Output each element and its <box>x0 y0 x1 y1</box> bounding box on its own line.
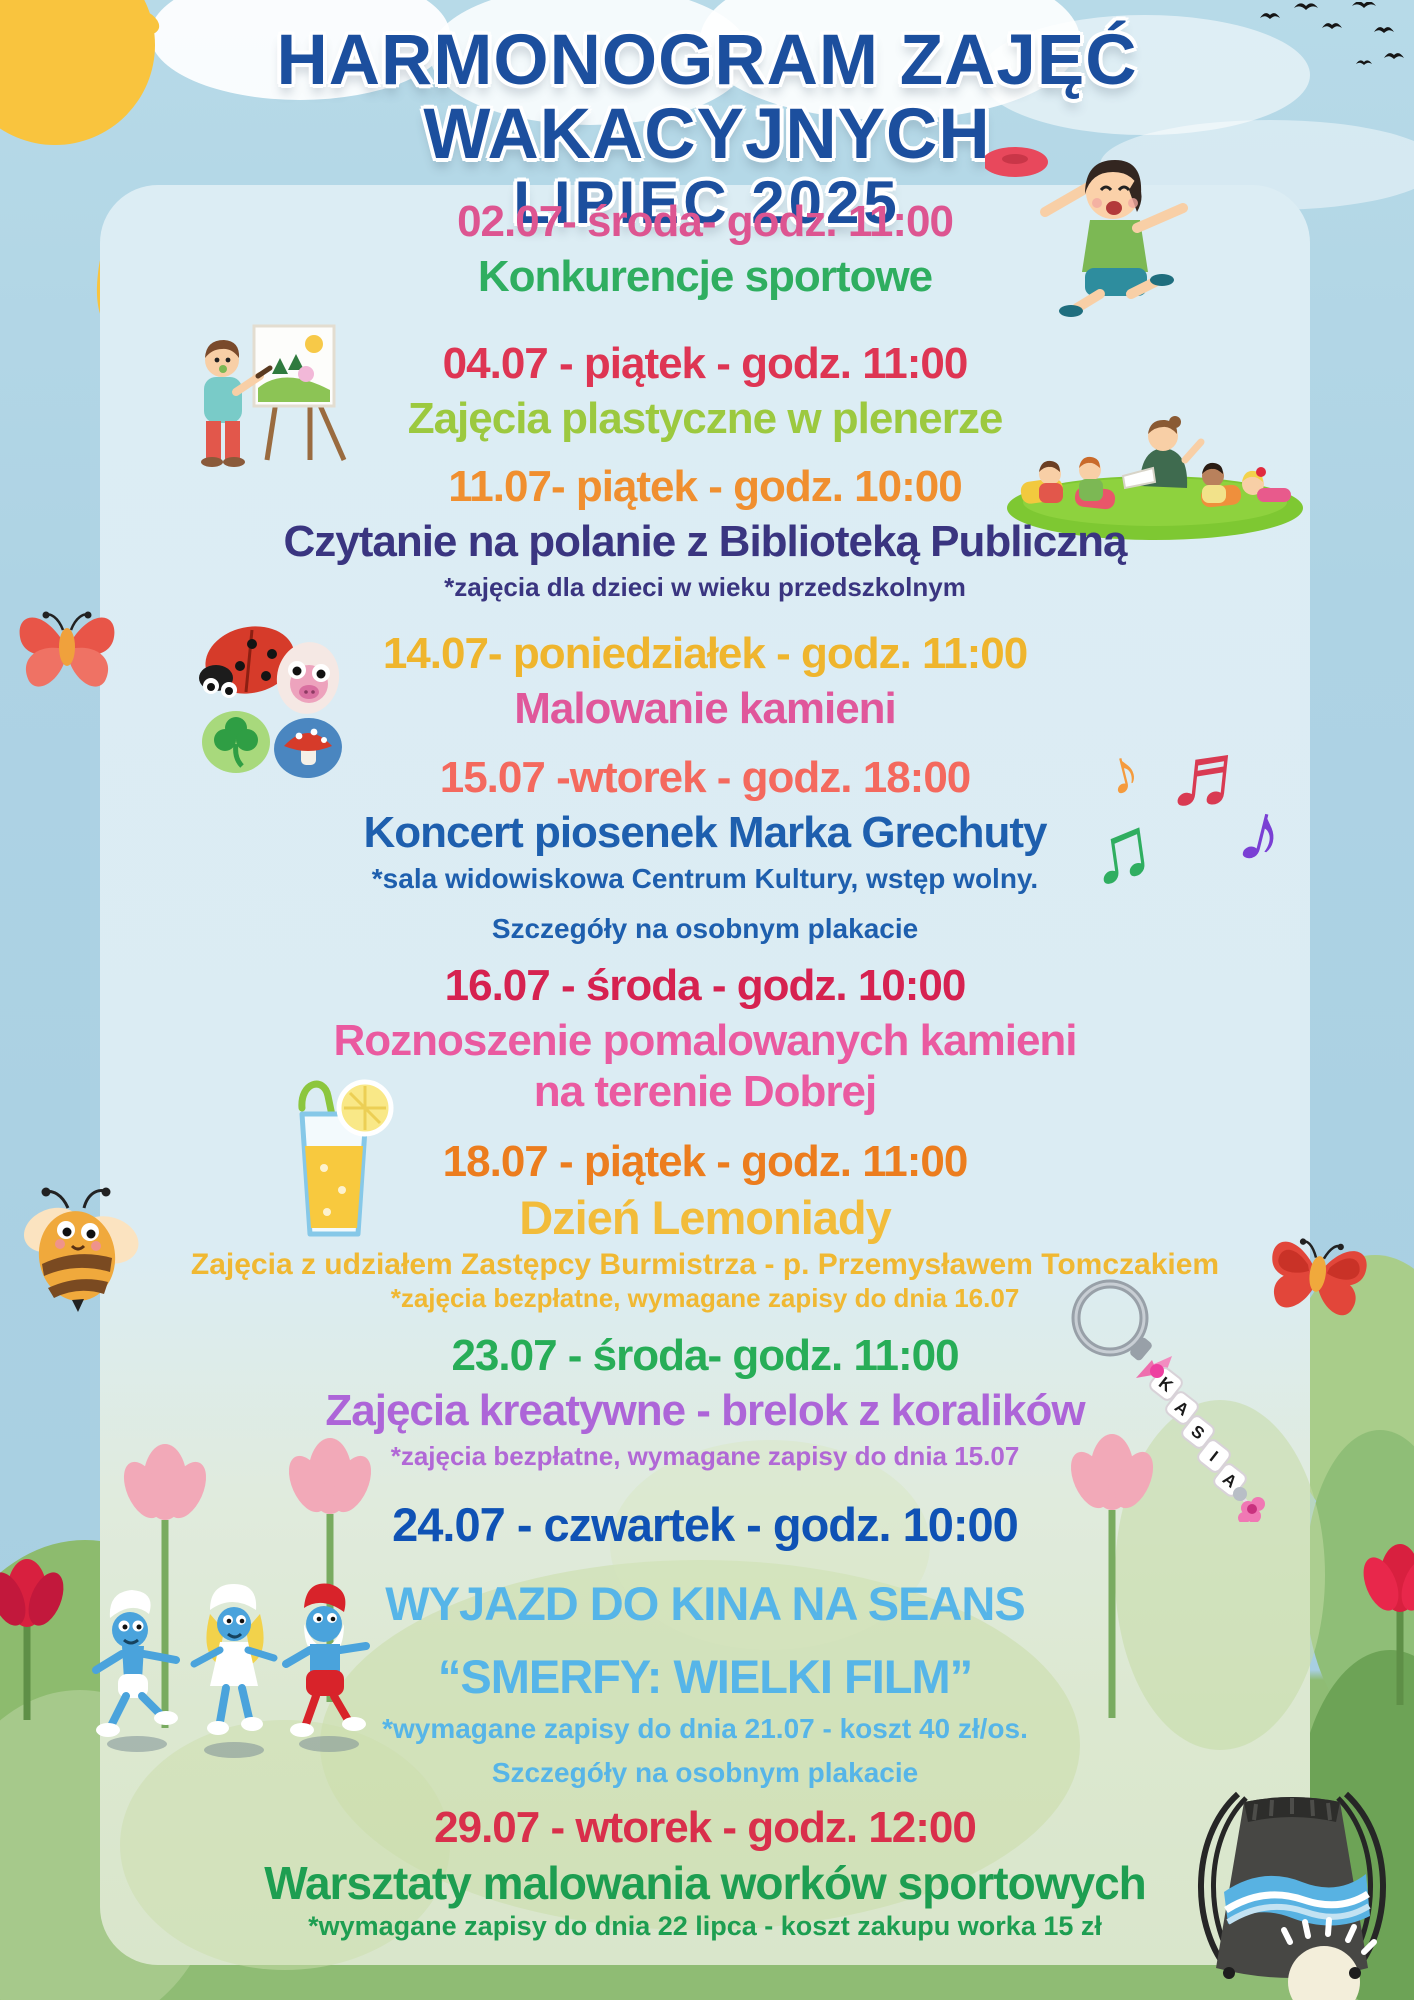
keychain-flower-bead <box>1238 1497 1265 1522</box>
event-title: Zajęcia kreatywne - brelok z koralików <box>325 1385 1085 1435</box>
cloud-icon <box>150 0 450 100</box>
event-title: Dzień Lemoniady <box>519 1190 892 1244</box>
butterfly-icon <box>19 611 115 687</box>
title-line-2: LIPIEC 2025 <box>513 168 901 236</box>
event-note: *wymagane zapisy do dnia 21.07 - koszt 4… <box>382 1713 1028 1745</box>
event-2307: 23.07 - środa- godz. 11:00 Zajęcia kreat… <box>110 1332 1300 1470</box>
event-2907: 29.07 - wtorek - godz. 12:00 Warsztaty m… <box>110 1804 1300 1941</box>
boy-painting-illustration <box>201 324 347 467</box>
event-title-line2: “SMERFY: WIELKI FILM” <box>437 1649 973 1703</box>
kids-reading-illustration <box>1007 416 1303 540</box>
event-date: 14.07- poniedziałek - godz. 11:00 <box>382 629 1028 678</box>
bush-tint <box>610 1440 930 1650</box>
event-date: 24.07 - czwartek - godz. 10:00 <box>392 1498 1019 1551</box>
event-note: *sala widowiskowa Centrum Kultury, wstęp… <box>371 863 1039 895</box>
event-title-line2: na terenie Dobrej <box>533 1067 877 1117</box>
red-tulip-icon <box>1363 1544 1414 1705</box>
keychain-kasia-illustration: K A S I A <box>1071 1279 1265 1522</box>
event-note: *zajęcia dla dzieci w wieku przedszkolny… <box>444 572 966 603</box>
page-title: HARMONOGRAM ZAJĘĆ WAKACYJNYCH LIPIEC 202… <box>0 24 1414 234</box>
event-date: 23.07 - środa- godz. 11:00 <box>451 1331 959 1380</box>
birds-icon <box>1260 2 1404 65</box>
event-2407: 24.07 - czwartek - godz. 10:00 WYJAZD DO… <box>110 1498 1300 1789</box>
event-1607: 16.07 - środa - godz. 10:00 Roznoszenie … <box>110 962 1300 1116</box>
event-note: *wymagane zapisy do dnia 22 lipca - kosz… <box>308 1911 1102 1942</box>
event-title: Warsztaty malowania worków sportowych <box>264 1856 1147 1909</box>
title-line-1: HARMONOGRAM ZAJĘĆ WAKACYJNYCH <box>276 21 1138 174</box>
red-tulip-icon <box>0 1559 64 1720</box>
event-0407: 04.07 - piątek - godz. 11:00 Zajęcia pla… <box>110 340 1300 442</box>
event-date: 16.07 - środa - godz. 10:00 <box>444 961 967 1010</box>
event-title: Konkurencje sportowe <box>477 251 933 301</box>
event-title: WYJAZD DO KINA NA SEANS <box>385 1576 1025 1630</box>
bush-tint <box>120 1720 450 1970</box>
girl-frisbee-illustration <box>985 147 1188 317</box>
event-1507: 15.07 -wtorek - godz. 18:00 Koncert pios… <box>110 754 1300 945</box>
event-title: Czytanie na polanie z Biblioteką Publicz… <box>283 516 1127 566</box>
event-title: Zajęcia plastyczne w plenerze <box>407 393 1004 443</box>
event-date: 02.07- środa- godz. 11:00 <box>457 197 954 246</box>
event-date: 18.07 - piątek - godz. 11:00 <box>442 1137 969 1186</box>
sports-bag-illustration <box>1198 1791 1386 2000</box>
pink-tulip-icon <box>123 1444 207 1728</box>
lemonade-glass-illustration <box>298 1079 394 1237</box>
painted-stones-illustration <box>199 626 342 779</box>
event-date: 11.07- piątek - godz. 10:00 <box>448 462 962 511</box>
event-1107: 11.07- piątek - godz. 10:00 Czytanie na … <box>110 463 1300 601</box>
cloud-icon <box>430 0 750 125</box>
event-note: Szczegóły na osobnym plakacie <box>491 1757 919 1789</box>
bee-icon <box>23 1187 139 1312</box>
event-note: Zajęcia z udziałem Zastępcy Burmistrza -… <box>190 1248 1220 1282</box>
smurfs-illustration <box>92 1583 370 1758</box>
event-title: Roznoszenie pomalowanych kamieni <box>333 1015 1077 1065</box>
event-note: Szczegóły na osobnym plakacie <box>491 913 919 945</box>
event-note: *zajęcia bezpłatne, wymagane zapisy do d… <box>390 1282 1020 1313</box>
event-date: 04.07 - piątek - godz. 11:00 <box>442 339 969 388</box>
event-date: 29.07 - wtorek - godz. 12:00 <box>434 1803 977 1852</box>
event-note: *zajęcia bezpłatne, wymagane zapisy do d… <box>390 1441 1020 1472</box>
event-1807: 18.07 - piątek - godz. 11:00 Dzień Lemon… <box>110 1138 1300 1312</box>
cloud-icon <box>980 15 1310 135</box>
event-title: Koncert piosenek Marka Grechuty <box>363 807 1047 857</box>
event-1407: 14.07- poniedziałek - godz. 11:00 Malowa… <box>110 630 1300 732</box>
event-title: Malowanie kamieni <box>514 683 897 733</box>
butterfly-icon <box>1272 1238 1367 1316</box>
event-date: 15.07 -wtorek - godz. 18:00 <box>439 753 972 802</box>
pink-tulip-icon <box>1070 1434 1154 1718</box>
event-0207: 02.07- środa- godz. 11:00 Konkurencje sp… <box>110 198 1300 300</box>
